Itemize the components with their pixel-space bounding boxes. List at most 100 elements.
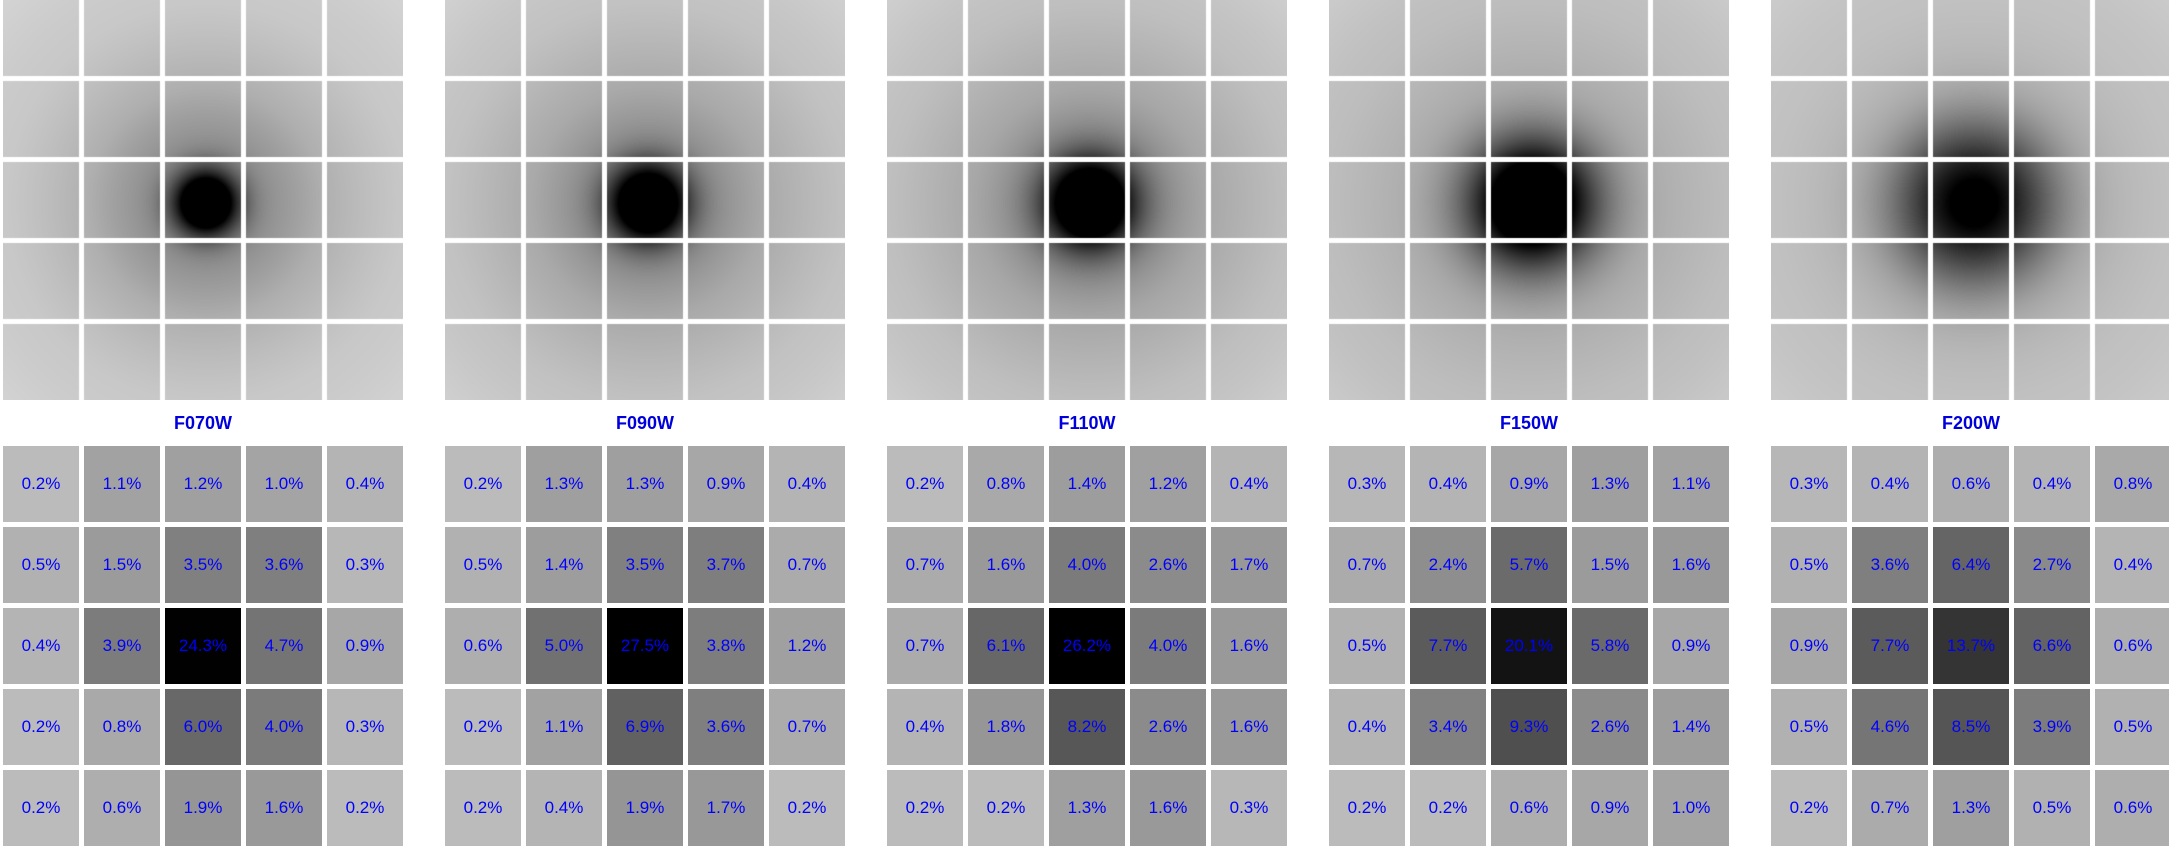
cell-value: 1.2% — [183, 474, 223, 493]
grid-cell: 8.5% — [1933, 689, 2009, 765]
cell-value: 1.6% — [1148, 798, 1188, 817]
cell-value: 4.7% — [264, 636, 304, 655]
cell-value: 0.5% — [1789, 555, 1829, 574]
grid-cell: 20.1% — [1491, 608, 1567, 684]
grid-cell: 0.6% — [84, 770, 160, 846]
grid-cell: 1.1% — [1653, 446, 1729, 522]
cell-value: 0.7% — [787, 555, 827, 574]
grid-cell: 13.7% — [1933, 608, 2009, 684]
grid-cell: 2.4% — [1410, 527, 1486, 603]
grid-cell: 0.9% — [1491, 446, 1567, 522]
filter-title: F070W — [173, 413, 233, 433]
cell-value: 0.2% — [21, 798, 61, 817]
cell-value: 7.7% — [1870, 636, 1910, 655]
cell-value: 0.4% — [345, 474, 385, 493]
grid-cell: 7.7% — [1410, 608, 1486, 684]
cell-value: 0.2% — [21, 474, 61, 493]
cell-value: 6.0% — [183, 717, 223, 736]
grid-cell: 6.1% — [968, 608, 1044, 684]
cell-value: 0.5% — [1347, 636, 1387, 655]
grid-cell: 3.7% — [688, 527, 764, 603]
cell-value: 7.7% — [1428, 636, 1468, 655]
cell-value: 3.5% — [183, 555, 223, 574]
cell-value: 4.0% — [264, 717, 304, 736]
cell-value: 24.3% — [178, 636, 228, 655]
cell-value: 0.4% — [21, 636, 61, 655]
grid-cell: 0.5% — [445, 527, 521, 603]
grid-cell: 3.6% — [1852, 527, 1928, 603]
grid-cell: 0.3% — [1211, 770, 1287, 846]
cell-value: 5.7% — [1509, 555, 1549, 574]
grid-cell: 0.2% — [887, 446, 963, 522]
cell-value: 1.2% — [787, 636, 827, 655]
grid-cell: 3.8% — [688, 608, 764, 684]
cell-value: 8.5% — [1951, 717, 1991, 736]
filter-panel-f110w: F110W 0.2% 0.8% 1.4% 1.2% 0.4% 0.7% 1.6% 4.0% 2.6… — [887, 0, 1287, 849]
filter-panel-f150w: F150W 0.3% 0.4% 0.9% 1.3% 1.1% 0.7% 2.4% 5.7% 1.5… — [1329, 0, 1729, 849]
grid-cell: 24.3% — [165, 608, 241, 684]
cell-value: 1.6% — [264, 798, 304, 817]
grid-cell: 0.8% — [2095, 446, 2169, 522]
cell-value: 0.6% — [1951, 474, 1991, 493]
grid-cell: 9.3% — [1491, 689, 1567, 765]
grid-cell: 0.7% — [769, 527, 845, 603]
cell-value: 0.5% — [21, 555, 61, 574]
grid-cell: 3.5% — [165, 527, 241, 603]
grid-cell: 27.5% — [607, 608, 683, 684]
psf-image-f150w — [1329, 0, 1729, 400]
grid-cell: 1.6% — [246, 770, 322, 846]
grid-cell: 6.9% — [607, 689, 683, 765]
cell-value: 0.6% — [102, 798, 142, 817]
grid-cell: 1.3% — [1049, 770, 1125, 846]
grid-cell: 0.7% — [1329, 527, 1405, 603]
grid-cell: 3.9% — [2014, 689, 2090, 765]
grid-cell: 0.2% — [887, 770, 963, 846]
cell-value: 1.8% — [986, 717, 1026, 736]
cell-value: 0.2% — [463, 474, 503, 493]
grid-cell: 3.4% — [1410, 689, 1486, 765]
grid-cell: 0.2% — [769, 770, 845, 846]
cell-value: 6.4% — [1951, 555, 1991, 574]
cell-value: 1.3% — [544, 474, 584, 493]
cell-value: 0.3% — [345, 555, 385, 574]
grid-cell: 0.7% — [1852, 770, 1928, 846]
grid-cell: 0.9% — [1771, 608, 1847, 684]
filter-panel-f070w: F070W 0.2% 1.1% 1.2% 1.0% 0.4% 0.5% 1.5% 3.5% 3.6… — [3, 0, 403, 849]
cell-value: 0.4% — [905, 717, 945, 736]
grid-cell: 6.4% — [1933, 527, 2009, 603]
cell-value: 0.4% — [2113, 555, 2153, 574]
cell-value: 0.6% — [1509, 798, 1549, 817]
grid-cell: 0.6% — [2095, 770, 2169, 846]
cell-value: 0.3% — [1229, 798, 1269, 817]
cell-value: 1.4% — [544, 555, 584, 574]
grid-cell: 0.6% — [445, 608, 521, 684]
cell-value: 1.3% — [625, 474, 665, 493]
filter-title: F200W — [1941, 413, 2001, 433]
grid-cell: 0.9% — [1653, 608, 1729, 684]
grid-cell: 0.8% — [84, 689, 160, 765]
cell-value: 0.3% — [1347, 474, 1387, 493]
grid-cell: 3.9% — [84, 608, 160, 684]
grid-cell: 0.2% — [327, 770, 403, 846]
grid-cell: 1.7% — [1211, 527, 1287, 603]
grid-cell: 0.7% — [887, 608, 963, 684]
cell-value: 3.6% — [1870, 555, 1910, 574]
cell-value: 0.8% — [986, 474, 1026, 493]
grid-cell: 1.7% — [688, 770, 764, 846]
cell-value: 0.7% — [905, 555, 945, 574]
filter-title: F150W — [1499, 413, 1559, 433]
cell-value: 0.6% — [2113, 798, 2153, 817]
grid-cell: 7.7% — [1852, 608, 1928, 684]
grid-cell: 0.4% — [526, 770, 602, 846]
cell-value: 0.9% — [1789, 636, 1829, 655]
cell-value: 0.4% — [2032, 474, 2072, 493]
cell-value: 1.6% — [1229, 636, 1269, 655]
grid-cell: 0.2% — [3, 689, 79, 765]
cell-value: 3.8% — [706, 636, 746, 655]
grid-cell: 0.5% — [2095, 689, 2169, 765]
cell-value: 1.1% — [102, 474, 142, 493]
grid-cell: 1.1% — [526, 689, 602, 765]
cell-value: 0.9% — [1590, 798, 1630, 817]
grid-cell: 6.6% — [2014, 608, 2090, 684]
cell-value: 8.2% — [1067, 717, 1107, 736]
